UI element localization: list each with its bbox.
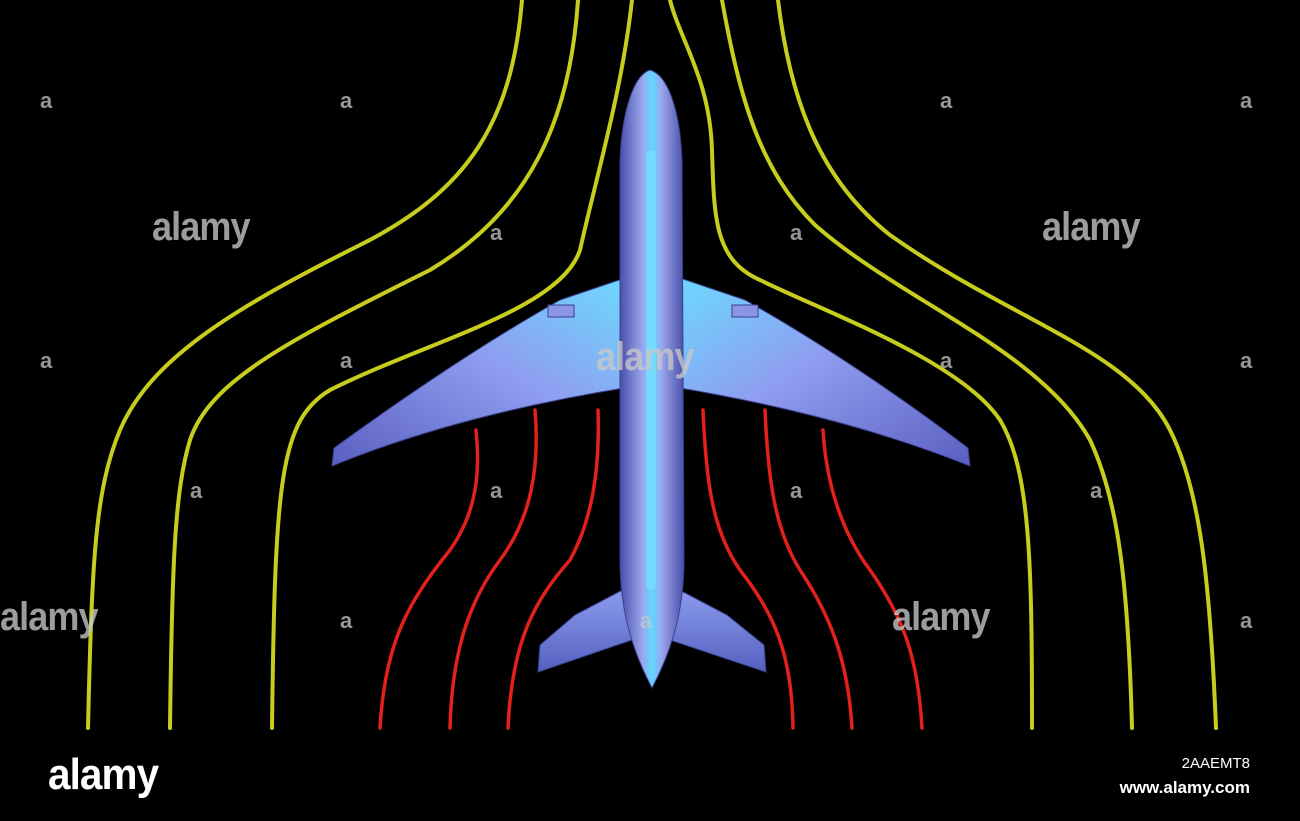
footer-bar: alamy 2AAEMT8 www.alamy.com bbox=[0, 730, 1300, 821]
watermark-mark: a bbox=[340, 88, 352, 113]
right-wing bbox=[679, 277, 971, 467]
left-tailplane bbox=[537, 584, 633, 673]
watermark-mark: a bbox=[490, 478, 502, 503]
watermark-mark: a bbox=[940, 348, 952, 373]
watermark-mark: a bbox=[1240, 348, 1252, 373]
streamline-yellow-1 bbox=[86, 0, 524, 730]
watermark-logo: alamy bbox=[892, 595, 990, 639]
watermark-mark: a bbox=[1240, 608, 1252, 633]
watermark-logo: alamy bbox=[0, 595, 98, 639]
watermark-mark: a bbox=[490, 220, 502, 245]
streamline-yellow-2 bbox=[168, 0, 580, 730]
watermark-mark: a bbox=[1090, 478, 1102, 503]
streamline-red-2 bbox=[448, 408, 538, 730]
watermark-mark: a bbox=[640, 608, 652, 633]
streamline-red-5 bbox=[763, 408, 854, 730]
outer-streamlines bbox=[86, 0, 1218, 730]
airplane bbox=[331, 69, 971, 690]
watermark-logo: alamy bbox=[1042, 205, 1140, 249]
watermark-mark: a bbox=[40, 88, 52, 113]
alamy-logo: alamy bbox=[48, 750, 159, 799]
streamline-red-6 bbox=[821, 428, 924, 730]
watermark-mark: a bbox=[190, 478, 202, 503]
watermark-mark: a bbox=[40, 348, 52, 373]
watermark-mark: a bbox=[340, 348, 352, 373]
streamline-yellow-3 bbox=[270, 0, 634, 730]
watermark-mark: a bbox=[1240, 88, 1252, 113]
left-wing bbox=[331, 277, 626, 467]
watermark-logo: alamy bbox=[596, 335, 694, 379]
streamline-yellow-4 bbox=[668, 0, 1034, 730]
watermark-logo: alamy bbox=[152, 205, 250, 249]
airplane-illustration bbox=[86, 0, 1218, 730]
streamline-yellow-6 bbox=[776, 0, 1218, 730]
watermark-mark: a bbox=[790, 220, 802, 245]
right-engine bbox=[731, 304, 759, 318]
watermark-mark: a bbox=[790, 478, 802, 503]
site-url: www.alamy.com bbox=[1119, 778, 1250, 797]
streamline-yellow-5 bbox=[720, 0, 1134, 730]
streamline-red-1 bbox=[378, 428, 480, 730]
streamline-red-4 bbox=[701, 408, 795, 730]
fuselage-highlight bbox=[646, 150, 656, 590]
left-engine bbox=[547, 304, 575, 318]
watermark-mark: a bbox=[940, 88, 952, 113]
right-tailplane bbox=[669, 584, 767, 673]
inner-streamlines bbox=[378, 408, 924, 730]
image-id: 2AAEMT8 bbox=[1181, 755, 1250, 772]
watermark-mark: a bbox=[340, 608, 352, 633]
streamline-red-3 bbox=[506, 408, 601, 730]
